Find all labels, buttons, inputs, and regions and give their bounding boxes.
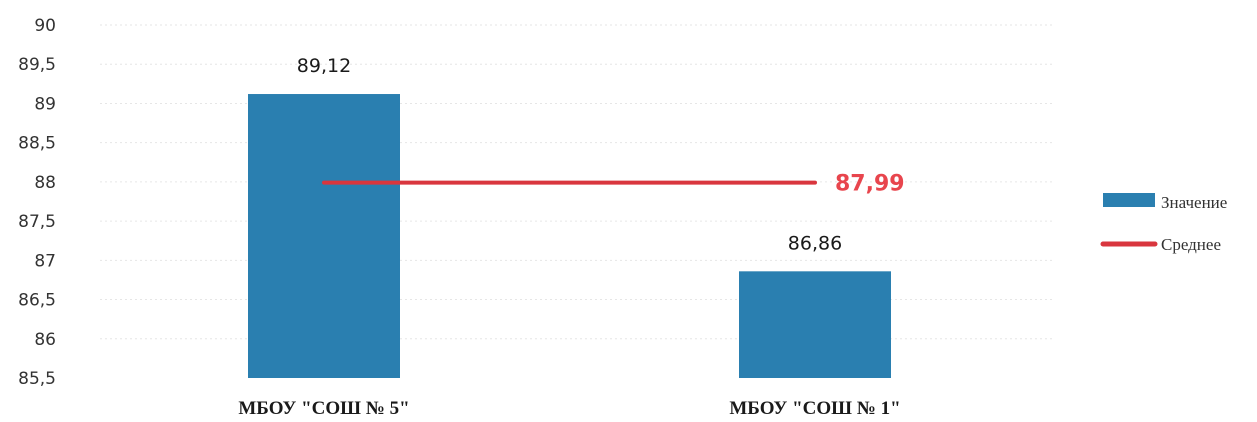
x-axis-categories: МБОУ "СОШ № 5" МБОУ "СОШ № 1": [238, 398, 900, 419]
bar-data-label: 86,86: [788, 232, 842, 254]
legend-label-value: Значение: [1161, 193, 1227, 212]
y-tick-label: 87,5: [18, 212, 56, 232]
y-tick-label: 85,5: [18, 369, 56, 389]
x-category-label: МБОУ "СОШ № 5": [238, 398, 409, 419]
legend-label-mean: Среднее: [1161, 235, 1221, 254]
bar: [739, 271, 891, 378]
legend: Значение Среднее: [1100, 193, 1227, 254]
y-tick-label: 87: [34, 251, 56, 271]
y-tick-label: 89: [34, 94, 56, 114]
bar: [248, 94, 400, 378]
y-tick-label: 90: [34, 16, 56, 36]
mean-data-label: 87,99: [835, 172, 905, 197]
x-category-label: МБОУ "СОШ № 1": [729, 398, 900, 419]
y-tick-label: 89,5: [18, 55, 56, 75]
y-tick-label: 88: [34, 173, 56, 193]
legend-swatch-value: [1103, 193, 1155, 207]
y-tick-label: 86,5: [18, 291, 56, 311]
bars: [248, 94, 891, 378]
data-labels: 89,12 86,86 87,99: [297, 55, 905, 254]
grid-layer: [100, 24, 1055, 340]
y-axis-ticks: 85,5 86 86,5 87 87,5 88 88,5 89 89,5 90: [18, 16, 56, 389]
y-tick-label: 88,5: [18, 134, 56, 154]
bar-data-label: 89,12: [297, 55, 351, 77]
y-tick-label: 86: [34, 330, 56, 350]
